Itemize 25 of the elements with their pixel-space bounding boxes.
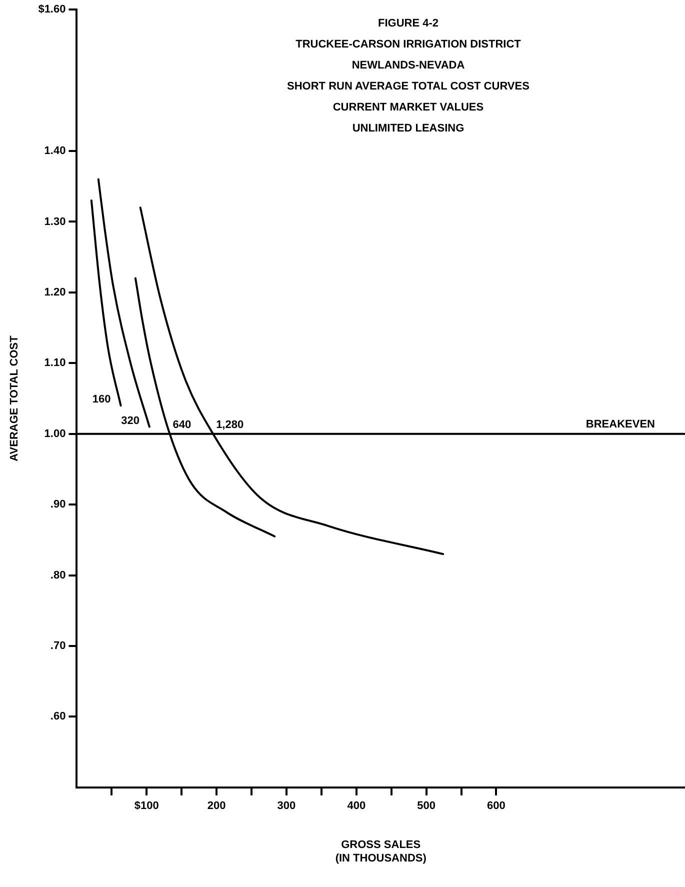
x-tick-label: 400 — [347, 800, 366, 812]
y-tick-label: .90 — [50, 498, 66, 511]
series-label: 1,280 — [216, 418, 244, 431]
text: FIGURE 4-2 — [378, 18, 438, 30]
y-tick-label: 1.10 — [44, 357, 66, 370]
y-tick-label: .60 — [50, 710, 66, 723]
x-tick-label: $100 — [134, 800, 159, 812]
y-axis-title: AVERAGE TOTAL COST — [8, 335, 21, 462]
x-tick-label: 200 — [207, 800, 226, 812]
y-tick-label: .70 — [50, 640, 66, 652]
y-tick-label: 1.40 — [44, 145, 66, 158]
y-tick-label: 1.20 — [44, 286, 66, 298]
y-tick-label: 1.00 — [44, 428, 66, 440]
x-tick-label: 600 — [487, 800, 506, 812]
y-tick-label: .80 — [50, 569, 66, 582]
series-label: 640 — [172, 418, 192, 431]
ref-line-label: BREAKEVEN — [586, 418, 656, 430]
x-tick-label: 500 — [417, 800, 436, 812]
x-tick-label: 300 — [277, 800, 296, 812]
text: TRUCKEE-CARSON IRRIGATION DISTRICT NEWLANDS-NEVADA SHORT RUN AVERAGE TOTAL COST CURVES CURRENT MARKET VALUES UNLIMITED LEASING — [287, 38, 530, 135]
series-label: 160 — [92, 394, 111, 406]
x-axis-title: GROSS SALES (IN THOUSANDS) — [335, 839, 427, 864]
y-tick-label: $1.60 — [38, 4, 66, 16]
series-label: 320 — [121, 414, 140, 427]
y-tick-label: 1.30 — [44, 216, 66, 228]
